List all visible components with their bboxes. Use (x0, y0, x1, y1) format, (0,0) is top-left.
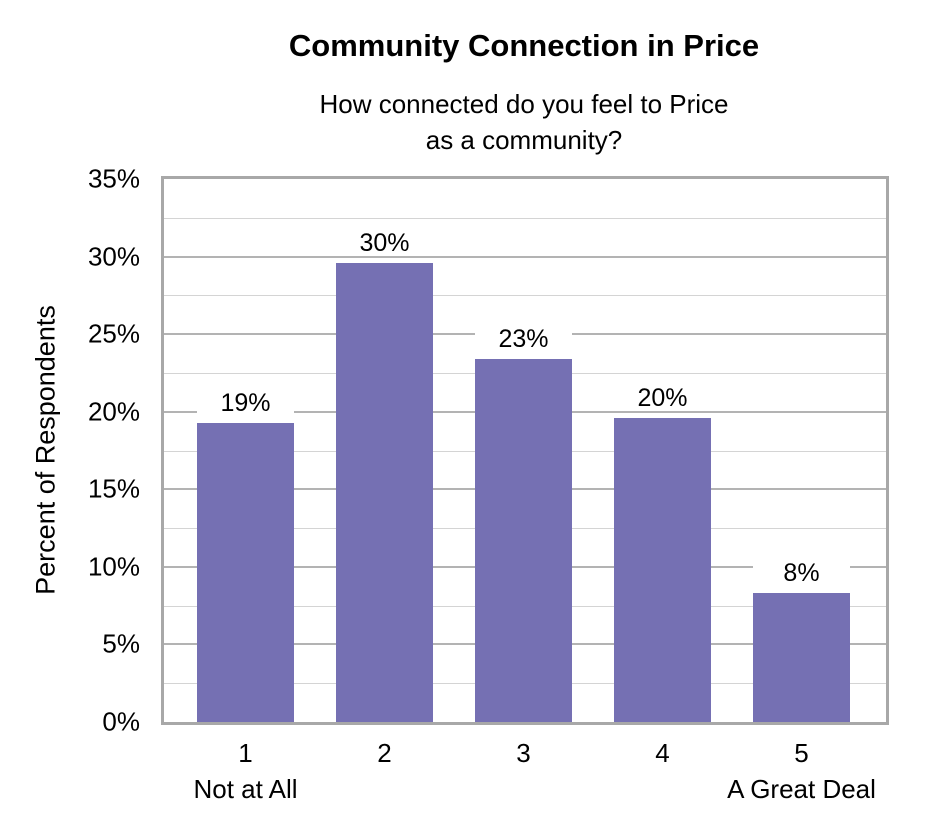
x-tick-label: 3 (516, 738, 531, 768)
x-tick-sublabel: A Great Deal (727, 774, 876, 804)
y-tick-label: 0% (102, 706, 140, 737)
bar-value-label: 8% (753, 560, 850, 587)
bar-5 (753, 593, 850, 722)
gridline-minor (164, 217, 886, 219)
subtitle-line-2: as a community? (425, 125, 623, 155)
gridline-minor (164, 295, 886, 297)
chart-title: Community Connection in Price (288, 28, 760, 63)
gridline-major (164, 255, 886, 258)
x-tick-label: 5 (794, 738, 809, 768)
plot-area: 19% 30% 23% 20% 8% (161, 176, 889, 725)
bar-4 (614, 417, 711, 722)
y-tick-label: 25% (87, 318, 140, 349)
y-tick-label: 15% (87, 473, 140, 504)
bar-value-label: 19% (197, 389, 294, 416)
bar-value-label: 23% (475, 325, 572, 352)
bar-3 (475, 358, 572, 722)
y-tick-label: 20% (87, 396, 140, 427)
subtitle-line-1: How connected do you feel to Price (319, 89, 729, 119)
chart-subtitle: How connected do you feel to Price as a … (0, 86, 945, 158)
y-tick-label: 10% (87, 551, 140, 582)
bar-1 (197, 422, 294, 722)
x-tick-label: 1 (238, 738, 253, 768)
y-tick-label: 30% (87, 241, 140, 272)
x-tick-label: 2 (377, 738, 392, 768)
y-tick-label: 35% (87, 163, 140, 194)
x-tick-label: 4 (655, 738, 670, 768)
bar-value-label: 30% (336, 229, 433, 256)
bar-value-label: 20% (614, 384, 711, 411)
y-tick-label: 5% (102, 628, 140, 659)
bar-2 (336, 262, 433, 722)
x-tick-sublabel: Not at All (193, 774, 298, 804)
